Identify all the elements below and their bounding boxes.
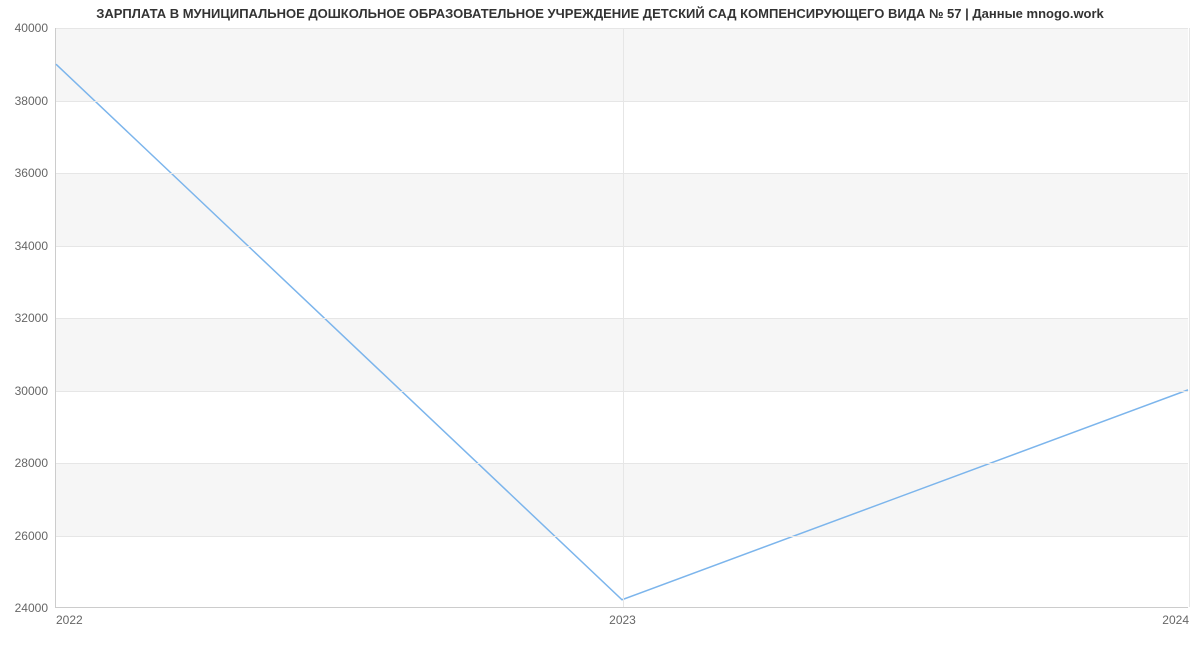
y-tick-label: 30000: [15, 384, 56, 398]
y-tick-label: 26000: [15, 529, 56, 543]
y-tick-label: 24000: [15, 601, 56, 615]
y-tick-label: 34000: [15, 239, 56, 253]
y-tick-label: 28000: [15, 456, 56, 470]
salary-line-chart: ЗАРПЛАТА В МУНИЦИПАЛЬНОЕ ДОШКОЛЬНОЕ ОБРА…: [0, 0, 1200, 650]
y-tick-label: 32000: [15, 311, 56, 325]
chart-title: ЗАРПЛАТА В МУНИЦИПАЛЬНОЕ ДОШКОЛЬНОЕ ОБРА…: [0, 6, 1200, 21]
x-tick-label: 2024: [1162, 607, 1189, 627]
x-gridline: [623, 28, 624, 607]
x-tick-label: 2023: [609, 607, 636, 627]
y-tick-label: 36000: [15, 166, 56, 180]
plot-area: 2400026000280003000032000340003600038000…: [55, 28, 1188, 608]
x-tick-label: 2022: [56, 607, 83, 627]
y-tick-label: 40000: [15, 21, 56, 35]
x-gridline: [1189, 28, 1190, 607]
y-tick-label: 38000: [15, 94, 56, 108]
